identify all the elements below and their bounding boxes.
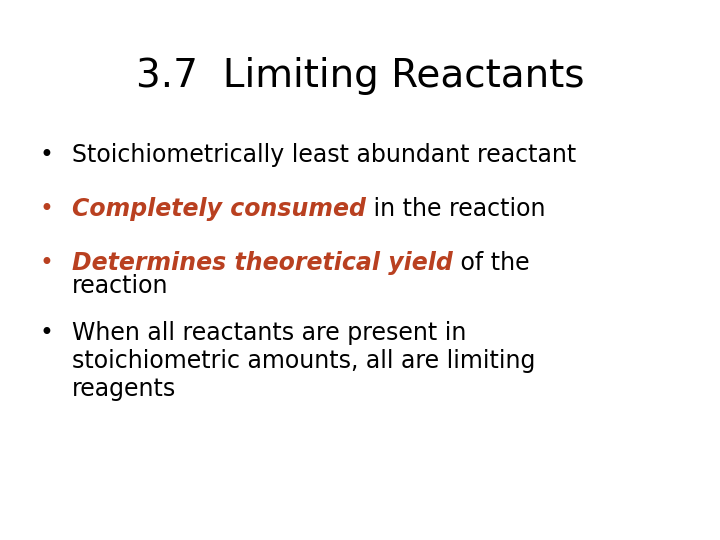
Text: 3.7  Limiting Reactants: 3.7 Limiting Reactants	[136, 57, 584, 94]
Text: When all reactants are present in
stoichiometric amounts, all are limiting
reage: When all reactants are present in stoich…	[72, 321, 536, 401]
Text: Completely consumed: Completely consumed	[72, 197, 366, 221]
Text: •: •	[40, 197, 53, 221]
Text: of the: of the	[453, 251, 529, 275]
Text: reaction: reaction	[72, 274, 168, 298]
Text: in the reaction: in the reaction	[366, 197, 545, 221]
Text: Stoichiometrically least abundant reactant: Stoichiometrically least abundant reacta…	[72, 143, 576, 167]
Text: •: •	[40, 321, 53, 345]
Text: •: •	[40, 143, 53, 167]
Text: Determines theoretical yield: Determines theoretical yield	[72, 251, 453, 275]
Text: •: •	[40, 251, 53, 275]
